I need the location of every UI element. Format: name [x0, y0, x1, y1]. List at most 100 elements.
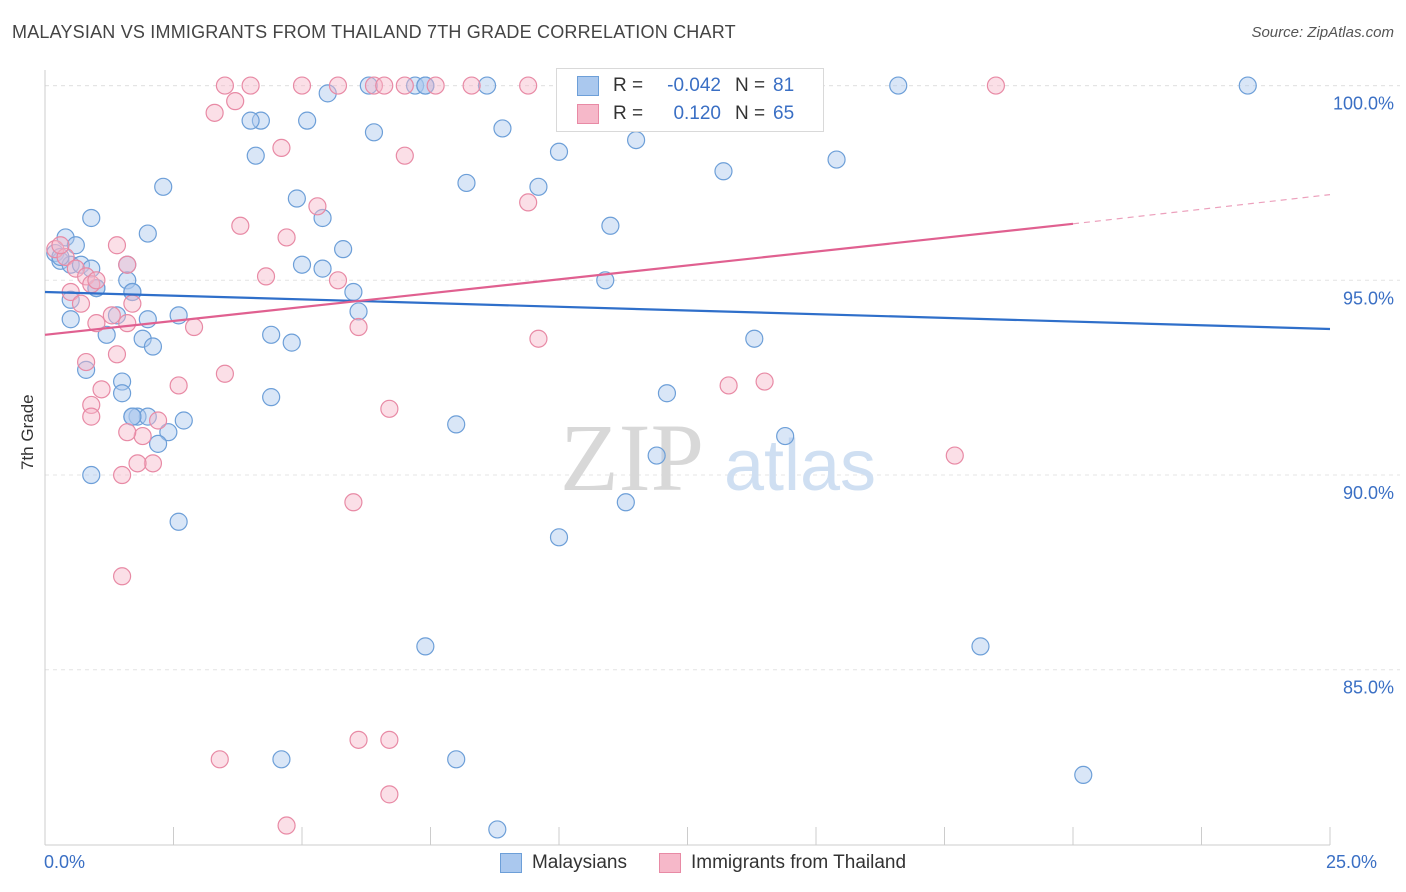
point-malaysians	[287, 189, 306, 208]
point-malaysians	[416, 76, 435, 95]
point-thailand	[215, 364, 234, 383]
axes	[44, 70, 1331, 846]
x-tick-label-min: 0.0%	[44, 852, 86, 872]
point-thailand	[519, 76, 538, 95]
point-thailand	[426, 76, 445, 95]
n-label: N =	[735, 75, 766, 96]
point-malaysians	[61, 310, 80, 329]
point-malaysians	[1238, 76, 1257, 95]
point-malaysians	[77, 360, 96, 379]
point-thailand	[292, 76, 312, 95]
point-malaysians	[313, 259, 332, 278]
stats-legend: R = -0.042 N = 81 R = 0.120 N = 65	[556, 68, 824, 132]
point-thailand	[226, 92, 245, 111]
source-label: Source: ZipAtlas.com	[1251, 24, 1394, 41]
point-malaysians	[61, 290, 80, 309]
point-malaysians	[549, 142, 569, 161]
point-malaysians	[66, 236, 85, 255]
point-thailand	[462, 76, 481, 95]
point-thailand	[71, 294, 91, 313]
legend-item-malaysians: Malaysians	[499, 852, 627, 874]
legend-swatch-pink	[577, 104, 599, 124]
point-malaysians	[112, 384, 132, 403]
series-legend: Malaysians Immigrants from Thailand	[0, 852, 1406, 874]
point-thailand	[277, 816, 296, 835]
stats-row-malaysians: R = -0.042 N = 81	[577, 73, 794, 99]
point-malaysians	[154, 177, 173, 196]
y-tick-label: 95.0%	[1343, 288, 1394, 308]
y-tick-label: 100.0%	[1333, 94, 1394, 114]
trend-lines	[44, 194, 1331, 336]
point-malaysians	[159, 423, 178, 442]
point-thailand	[719, 376, 738, 395]
point-thailand	[256, 267, 276, 286]
point-malaysians	[359, 76, 378, 95]
point-thailand	[328, 76, 348, 95]
point-thailand	[128, 454, 147, 473]
point-thailand	[328, 271, 348, 290]
point-thailand	[102, 306, 121, 325]
point-thailand	[380, 785, 399, 804]
point-thailand	[148, 411, 168, 430]
point-malaysians	[889, 76, 908, 95]
point-thailand	[92, 380, 111, 399]
n-label: N =	[735, 103, 766, 124]
point-thailand	[349, 317, 368, 337]
point-thailand	[112, 567, 132, 586]
point-malaysians	[262, 325, 281, 344]
point-malaysians	[82, 208, 101, 228]
y-axis-label: 7th Grade	[18, 394, 37, 470]
point-thailand	[519, 193, 538, 212]
point-malaysians	[529, 177, 548, 196]
series-malaysians	[46, 76, 1257, 839]
point-malaysians	[776, 426, 795, 446]
y-tick-labels: 85.0% 90.0% 95.0% 100.0%	[1333, 94, 1394, 698]
point-malaysians	[82, 465, 101, 485]
point-malaysians	[272, 750, 291, 769]
legend-item-thailand: Immigrants from Thailand	[658, 852, 907, 874]
point-malaysians	[971, 637, 990, 656]
series-thailand	[46, 76, 1006, 835]
point-thailand	[380, 730, 399, 749]
point-thailand	[118, 255, 137, 274]
legend-swatch-blue	[499, 853, 522, 873]
point-malaysians	[349, 302, 368, 321]
point-thailand	[143, 454, 163, 473]
point-malaysians	[298, 111, 317, 130]
point-thailand	[277, 228, 296, 247]
point-malaysians	[477, 76, 497, 95]
legend-label: Immigrants from Thailand	[690, 852, 907, 873]
point-malaysians	[334, 240, 353, 259]
point-thailand	[133, 426, 152, 446]
point-thailand	[986, 76, 1006, 95]
point-malaysians	[128, 407, 147, 426]
point-malaysians	[601, 216, 620, 235]
point-malaysians	[549, 528, 569, 547]
point-malaysians	[138, 224, 157, 243]
r-value: -0.042	[667, 75, 721, 96]
legend-label: Malaysians	[531, 852, 627, 873]
point-malaysians	[344, 282, 363, 302]
point-malaysians	[416, 637, 435, 656]
point-thailand	[107, 236, 127, 255]
trend-line-malaysians	[44, 290, 1331, 331]
point-thailand	[272, 138, 291, 157]
point-malaysians	[596, 271, 615, 290]
point-malaysians	[657, 384, 677, 403]
point-thailand	[77, 352, 96, 372]
point-malaysians	[143, 337, 163, 356]
watermark-zip: ZIP	[560, 404, 704, 511]
point-malaysians	[148, 434, 168, 453]
point-malaysians	[123, 407, 142, 426]
legend-swatch-blue	[577, 76, 599, 96]
point-thailand	[395, 76, 414, 95]
point-thailand	[51, 236, 70, 255]
point-thailand	[395, 146, 414, 165]
point-malaysians	[647, 446, 666, 465]
stats-row-thailand: R = 0.120 N = 65	[577, 101, 794, 127]
point-thailand	[118, 314, 137, 333]
point-thailand	[344, 493, 363, 512]
point-thailand	[215, 76, 234, 95]
point-malaysians	[364, 123, 384, 142]
point-malaysians	[282, 333, 301, 352]
